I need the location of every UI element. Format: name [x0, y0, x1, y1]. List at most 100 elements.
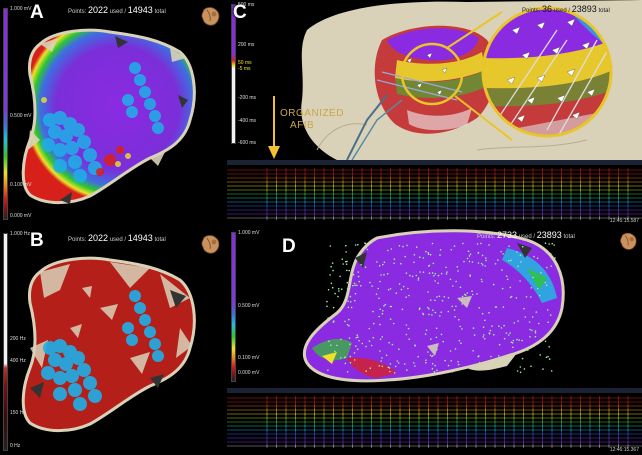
mapping-point — [451, 305, 453, 308]
mapping-point — [389, 363, 392, 365]
points-prefix: Points: — [522, 8, 541, 14]
mapping-point — [393, 262, 395, 265]
mapping-point — [400, 262, 402, 265]
mapping-point — [378, 297, 380, 300]
mapping-point — [434, 311, 437, 314]
panel-letter: D — [282, 236, 296, 257]
mapping-point — [364, 242, 367, 245]
mapping-point — [380, 274, 382, 276]
mapping-point — [493, 333, 495, 336]
mapping-point — [378, 315, 380, 318]
mapping-point — [507, 361, 509, 363]
mapping-point — [460, 299, 463, 302]
mapping-point — [368, 340, 371, 342]
mapping-point — [422, 312, 424, 315]
mapping-point — [440, 333, 443, 336]
panel-d-voltage-map: D Points: 2733 used / 23893 total 1.000 … — [227, 228, 642, 388]
mapping-point — [347, 306, 350, 309]
scale-t3-label: -5 ms — [238, 66, 251, 72]
mapping-point — [427, 291, 429, 293]
mapping-point — [340, 288, 343, 290]
mapping-point — [439, 315, 441, 317]
scale-low-label: 150 Hz — [10, 410, 26, 416]
mapping-point — [422, 257, 425, 259]
mapping-point — [356, 284, 358, 287]
mapping-point — [346, 269, 348, 272]
mapping-point — [417, 279, 420, 281]
mapping-point — [546, 309, 549, 311]
scale-t1-label: 200 ms — [238, 42, 255, 48]
mapping-point — [360, 264, 362, 266]
mapping-point — [414, 365, 416, 367]
mapping-point — [353, 359, 356, 361]
mapping-point — [397, 362, 400, 364]
mapping-point — [495, 306, 498, 308]
mapping-point — [373, 322, 375, 325]
down-arrow-icon — [268, 96, 280, 159]
mapping-point — [361, 342, 364, 345]
mapping-point — [336, 344, 338, 347]
mapping-point — [509, 286, 512, 289]
mapping-point — [371, 285, 373, 287]
mapping-point — [536, 287, 539, 290]
mapping-point — [422, 271, 425, 273]
mapping-point — [393, 372, 396, 374]
points-prefix: Points: — [68, 9, 87, 15]
mapping-point — [508, 245, 510, 247]
mapping-point — [507, 334, 510, 336]
mapping-point — [484, 265, 486, 267]
mapping-point — [349, 343, 351, 346]
mapping-point — [376, 261, 378, 263]
mapping-point — [383, 273, 385, 276]
mapping-point — [454, 315, 456, 318]
mapping-point — [498, 343, 501, 346]
scale-mid-label: 0.500 mV — [238, 303, 260, 309]
mapping-point — [488, 311, 490, 314]
mapping-point — [435, 336, 438, 339]
mapping-point — [519, 366, 522, 368]
mapping-point — [458, 318, 460, 321]
mapping-point — [352, 273, 355, 276]
mapping-point — [350, 306, 353, 309]
mapping-point — [389, 288, 392, 290]
mapping-point — [537, 322, 540, 325]
mapping-point — [342, 263, 344, 265]
mapping-point — [379, 323, 381, 326]
mapping-point — [492, 283, 495, 286]
mapping-point — [365, 345, 367, 348]
mapping-point — [534, 330, 537, 332]
mapping-point — [385, 354, 388, 357]
mapping-point — [349, 301, 352, 303]
scale-bottom-label: -600 ms — [238, 140, 257, 146]
mapping-point — [521, 357, 524, 360]
mapping-point — [358, 339, 360, 342]
mapping-point — [387, 366, 390, 369]
mapping-point — [548, 243, 550, 245]
panel-letter: A — [30, 2, 44, 23]
mapping-point — [545, 356, 548, 359]
mapping-point — [451, 370, 454, 373]
mapping-point — [386, 273, 389, 275]
mapping-point — [407, 287, 409, 290]
mapping-point — [485, 257, 487, 259]
mapping-point — [329, 245, 332, 247]
mapping-point — [388, 367, 391, 369]
mapping-point — [497, 355, 500, 357]
mapping-point — [360, 285, 362, 287]
mapping-point — [437, 274, 440, 277]
mapping-point — [478, 307, 481, 309]
mapping-point — [517, 320, 519, 322]
mapping-point — [444, 359, 446, 362]
annotation-line2: AFIB — [290, 120, 315, 131]
points-total: 14943 — [127, 233, 153, 243]
mapping-point — [352, 284, 354, 287]
mapping-point — [353, 282, 356, 285]
mapping-point — [383, 305, 385, 307]
mapping-point — [411, 275, 414, 278]
mapping-point — [354, 244, 357, 246]
total-label: total — [154, 9, 166, 15]
mapping-point — [353, 265, 355, 268]
scale-top-label: 1.000 mV — [10, 6, 32, 12]
mapping-point — [458, 339, 461, 342]
mapping-point — [402, 245, 404, 248]
